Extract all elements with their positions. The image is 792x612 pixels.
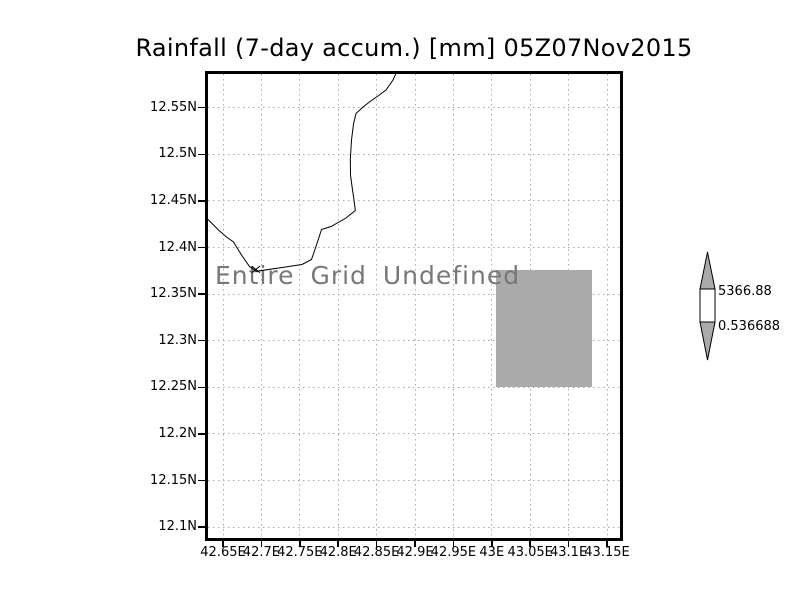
coastline-path [208,73,397,272]
x-gridline [376,74,378,538]
y-gridline [208,293,620,295]
y-gridline [208,340,620,342]
x-gridline [491,74,493,538]
x-tick-label: 42.75E [277,545,323,560]
colorbar-top-arrow [699,251,716,290]
y-gridline [208,247,620,248]
y-gridline [208,433,620,435]
y-tick-label: 12.5N [158,146,197,162]
x-tick-label: 43.05E [507,545,553,560]
x-tick [606,541,608,547]
x-tick-label: 43E [479,545,505,560]
x-tick-label: 42.95E [430,545,477,560]
y-tick [198,293,205,295]
y-tick [198,526,205,528]
y-tick [198,106,205,109]
y-tick-label: 12.55N [150,99,197,115]
y-tick [198,153,205,156]
y-tick-label: 12.45N [150,192,197,208]
y-tick [198,200,205,202]
y-tick [198,246,205,249]
x-gridline [222,74,224,538]
x-tick [414,541,416,547]
x-gridline [260,74,262,538]
x-tick [529,541,531,547]
y-gridline [208,153,620,155]
x-tick [337,541,339,547]
y-tick-label: 12.3N [158,332,197,348]
y-tick-label: 12.1N [158,519,197,535]
y-tick-label: 12.35N [150,286,197,302]
x-gridline [606,74,608,538]
y-tick [198,339,205,342]
x-tick [375,541,378,547]
colorbar [699,251,716,361]
y-tick [198,433,205,435]
colorbar-box [699,288,716,323]
colorbar-min-label: 0.536688 [718,319,781,334]
x-tick [299,541,301,547]
x-gridline [299,74,301,538]
x-tick [222,541,224,547]
y-tick [198,386,205,389]
y-tick-label: 12.25N [150,379,197,395]
x-tick-label: 42.7E [242,545,280,560]
y-tick-label: 12.15N [150,472,197,488]
plot-title: Rainfall (7-day accum.) [mm] 05Z07Nov201… [135,34,693,62]
x-gridline [337,74,339,538]
x-tick-label: 42.9E [396,545,434,560]
x-tick [567,541,570,547]
y-gridline [208,386,620,388]
colorbar-bottom-arrow [699,321,716,361]
y-gridline [208,200,620,202]
y-tick-label: 12.4N [158,239,197,255]
x-tick-label: 42.85E [353,545,400,560]
undefined-data-region [496,270,592,387]
x-gridline [414,74,416,538]
y-gridline [208,107,620,109]
plot-frame [205,71,623,541]
x-tick [491,541,493,547]
x-tick-label: 42.8E [319,545,357,560]
y-tick-label: 12.2N [158,425,197,441]
x-tick [260,541,263,547]
x-tick-label: 43.1E [550,545,588,560]
y-gridline [208,480,620,481]
x-gridline [452,74,454,538]
coastline-cross-mark [251,265,261,274]
x-tick-label: 43.15E [584,545,630,560]
colorbar-max-label: 5366.88 [718,284,772,299]
y-gridline [208,526,620,528]
y-tick [198,479,205,482]
undefined-grid-message: Entire Grid Undefined [215,261,521,290]
x-tick [452,541,455,547]
x-tick-label: 42.65E [200,545,246,560]
